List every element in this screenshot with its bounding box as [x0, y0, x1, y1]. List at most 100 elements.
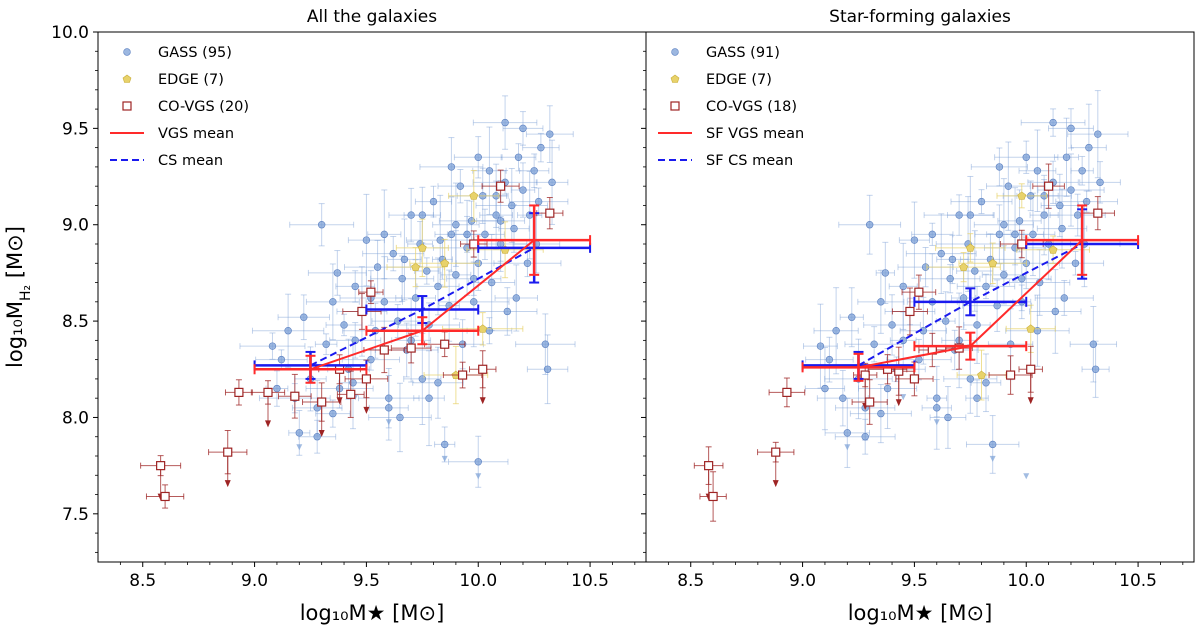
plot-frame	[645, 31, 1195, 563]
covgs-point	[469, 239, 479, 249]
gass-point	[277, 355, 286, 364]
edge-point	[1026, 324, 1036, 333]
legend-label: CO-VGS (20)	[158, 99, 249, 115]
gass-point	[928, 230, 937, 239]
gass-point	[385, 404, 393, 412]
gass-point	[816, 342, 825, 350]
x-axis-label: log₁₀M★ [M⊙]	[300, 601, 445, 625]
gass-point	[362, 236, 371, 244]
gass-point	[933, 404, 941, 412]
gass-point	[839, 394, 847, 402]
gass-point	[1056, 201, 1064, 210]
covgs-point	[156, 461, 166, 471]
gass-point	[474, 458, 482, 466]
covgs-point	[905, 306, 915, 317]
cs-mean-line	[857, 243, 1083, 367]
gass-point	[300, 313, 308, 321]
x-tick-label: 9.0	[241, 571, 268, 591]
axes: 8.5 9.0 9.5 10.0 10.5 7.5 8.0 8.5 9.0 9.5 10.0	[51, 23, 636, 591]
gass-point	[519, 186, 527, 194]
gass-point	[1029, 230, 1037, 239]
gass-point	[313, 433, 321, 441]
legend-label: EDGE (7)	[706, 72, 772, 88]
gass-point	[546, 130, 554, 138]
legend-marker-gass	[671, 48, 679, 56]
gass-point	[333, 269, 342, 277]
edge-point	[478, 324, 488, 333]
covgs-upper-limit-arrow	[318, 430, 325, 438]
gass-point	[993, 301, 1001, 310]
covgs-point	[406, 343, 416, 353]
axes: 8.5 9.0 9.5 10.0 10.5	[641, 31, 1184, 591]
gass-point	[351, 282, 359, 291]
gass-point	[373, 263, 382, 271]
gass-point	[322, 340, 330, 348]
x-tick-label: 10.0	[459, 571, 497, 591]
gass-point	[519, 124, 527, 133]
covgs-upper-limit-arrow	[772, 480, 779, 488]
covgs-point	[317, 397, 327, 407]
gass-point	[400, 255, 409, 264]
covgs-point	[223, 447, 233, 457]
gass-point	[1000, 271, 1008, 279]
covgs-point	[263, 387, 273, 397]
edge-point	[977, 370, 986, 379]
gass-point	[436, 236, 444, 244]
gass-point	[861, 433, 869, 441]
plot-area	[693, 90, 1140, 522]
gass-point	[942, 317, 950, 325]
gass-point	[973, 394, 981, 402]
gass-point	[888, 321, 896, 329]
gass-point	[411, 294, 420, 302]
gass-point	[825, 355, 834, 364]
gass-point	[1004, 182, 1013, 190]
gass-point	[946, 274, 954, 283]
gass-point	[452, 221, 460, 229]
gass-point	[1071, 259, 1080, 267]
covgs-point	[909, 374, 920, 384]
gass-point	[937, 249, 945, 258]
covgs-point	[865, 397, 875, 407]
gass-point	[508, 201, 516, 210]
covgs-point	[1017, 239, 1027, 249]
gass-point	[1073, 211, 1082, 219]
gass-point	[877, 298, 885, 306]
x-tick-label: 9.5	[901, 571, 928, 591]
gass-upper-limit-arrow	[475, 473, 482, 480]
covgs-point	[234, 387, 244, 397]
gass-point	[977, 197, 986, 206]
gass-point	[456, 182, 465, 190]
x-axis-label: log₁₀M★ [M⊙]	[848, 601, 993, 625]
gass-point	[1049, 118, 1057, 127]
gass-point	[496, 217, 505, 225]
gass-point	[1022, 153, 1030, 161]
gass-point	[1058, 224, 1066, 233]
gass-point	[418, 375, 427, 383]
gass-point	[988, 440, 997, 449]
legend-marker-covgs	[122, 101, 132, 111]
gass-point	[1085, 143, 1093, 152]
legend: GASS (95) EDGE (7) CO-VGS (20) VGS mean CS m…	[110, 45, 249, 169]
gass-point	[481, 230, 489, 239]
gass-point	[870, 340, 878, 348]
covgs-upper-limit-arrow	[264, 420, 271, 428]
gass-point	[971, 267, 979, 275]
gass-point	[899, 282, 907, 291]
covgs-point	[366, 287, 376, 297]
gass-upper-limit-arrow	[933, 419, 940, 426]
gass-point	[503, 307, 512, 316]
covgs-point	[361, 374, 372, 384]
gass-point	[948, 255, 957, 264]
gass-point	[396, 413, 404, 422]
gass-point	[273, 384, 281, 393]
covgs-point	[478, 364, 488, 374]
gass-point	[295, 429, 304, 437]
gass-point	[877, 409, 885, 418]
gass-point	[982, 379, 990, 387]
y-tick-label: 7.5	[62, 505, 89, 525]
gass-point	[959, 294, 968, 302]
gass-point	[447, 230, 456, 239]
x-tick-label: 9.5	[353, 571, 380, 591]
edge-point	[1017, 191, 1027, 200]
x-tick-label: 9.0	[789, 571, 816, 591]
